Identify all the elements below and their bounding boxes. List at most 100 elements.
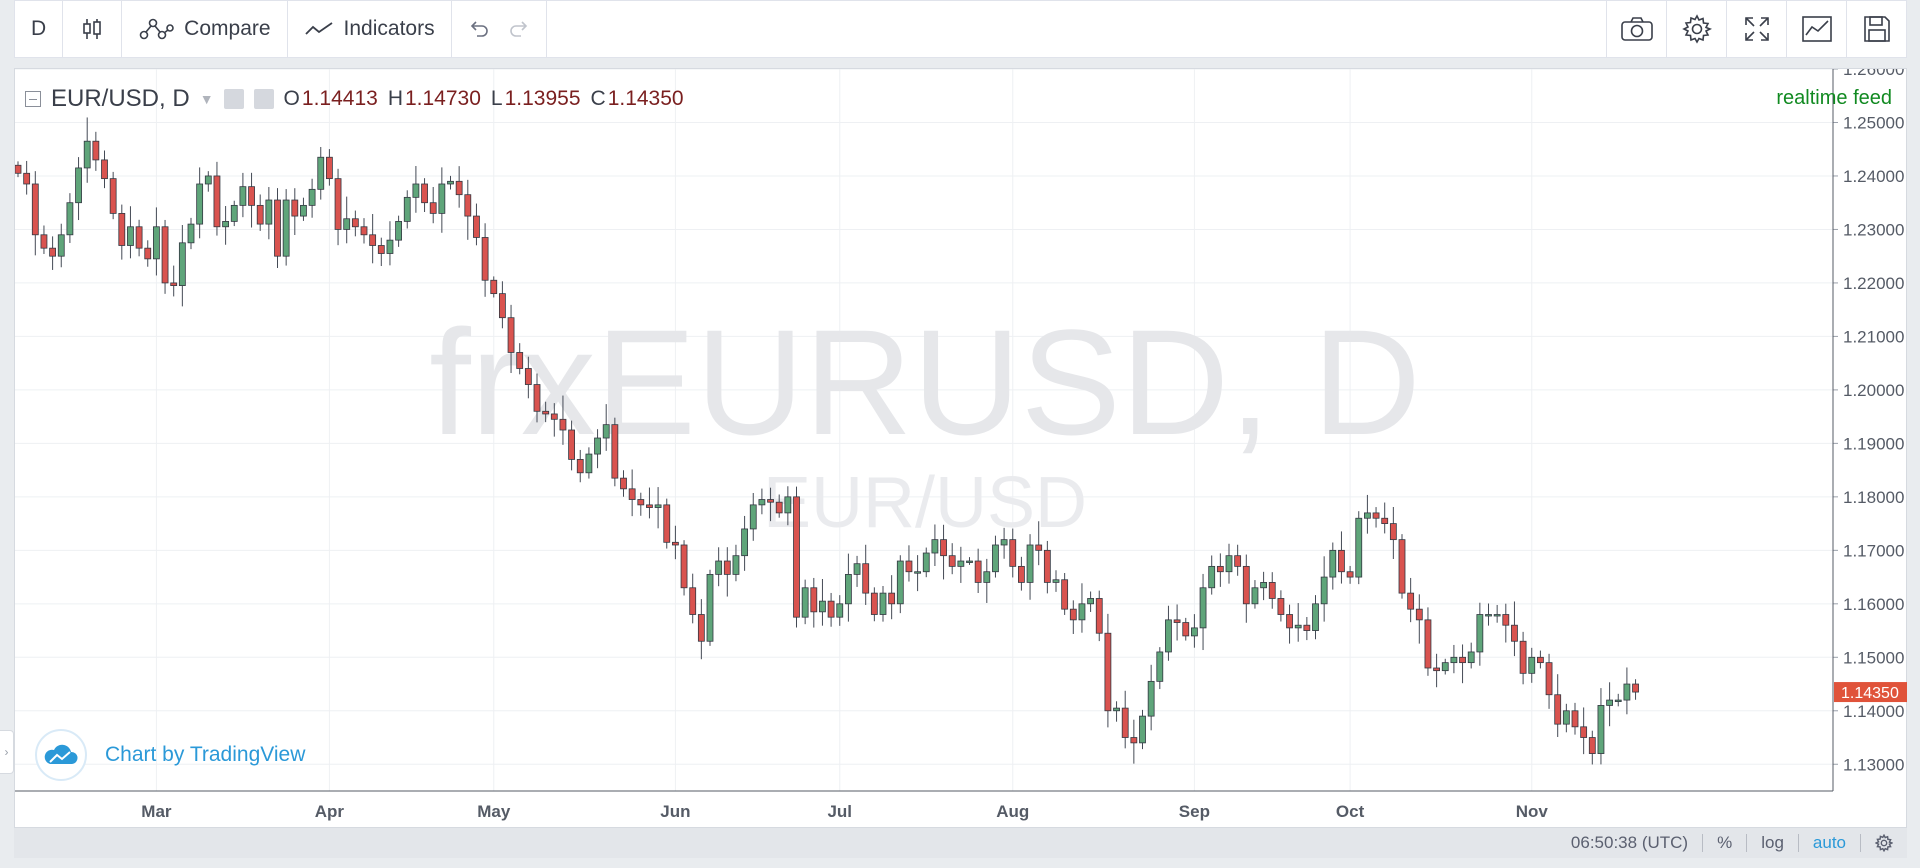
candle[interactable] xyxy=(274,188,281,269)
candle[interactable] xyxy=(758,488,766,515)
candle[interactable] xyxy=(291,188,299,236)
auto-scale-toggle[interactable]: auto xyxy=(1797,833,1860,852)
candle[interactable] xyxy=(161,219,169,294)
candle[interactable] xyxy=(637,492,645,516)
candle[interactable] xyxy=(732,544,740,582)
branding-link[interactable]: Chart by TradingView xyxy=(105,743,306,766)
candle[interactable] xyxy=(135,219,143,257)
legend-symbol[interactable]: EUR/USD, D xyxy=(51,85,190,112)
candle[interactable] xyxy=(706,569,714,646)
candle[interactable] xyxy=(256,194,264,231)
candle[interactable] xyxy=(1173,604,1181,641)
candle[interactable] xyxy=(646,487,653,519)
candle[interactable] xyxy=(317,146,325,200)
candle[interactable] xyxy=(715,547,723,587)
screenshot-button[interactable] xyxy=(1606,1,1666,57)
candle[interactable] xyxy=(403,190,411,229)
candle[interactable] xyxy=(282,189,290,266)
candle[interactable] xyxy=(914,555,921,592)
candle[interactable] xyxy=(412,166,420,213)
collapse-legend-icon[interactable] xyxy=(25,91,41,107)
candle[interactable] xyxy=(1614,693,1622,707)
settings-mini-icon[interactable] xyxy=(253,89,274,109)
candle[interactable] xyxy=(948,543,956,575)
candle[interactable] xyxy=(239,172,247,218)
candle[interactable] xyxy=(1182,617,1190,641)
candle[interactable] xyxy=(118,204,126,260)
settings-button[interactable] xyxy=(1666,1,1726,57)
candle[interactable] xyxy=(196,167,204,239)
candle[interactable] xyxy=(879,586,887,622)
candle[interactable] xyxy=(447,175,454,190)
candle[interactable] xyxy=(611,417,619,487)
candle[interactable] xyxy=(386,221,394,266)
price-chart[interactable]: frxEURUSD, D EUR/USD 1.26000 1.25000 1.240… xyxy=(15,69,1908,829)
candle[interactable] xyxy=(1537,650,1544,669)
candle[interactable] xyxy=(1450,644,1458,674)
candle[interactable] xyxy=(1511,601,1518,657)
candle[interactable] xyxy=(464,179,472,240)
candle[interactable] xyxy=(1338,531,1345,584)
candle[interactable] xyxy=(377,237,385,267)
candle[interactable] xyxy=(1286,604,1293,644)
candle[interactable] xyxy=(66,193,74,243)
candle[interactable] xyxy=(204,171,212,192)
candle[interactable] xyxy=(827,592,835,627)
candle[interactable] xyxy=(1147,664,1155,731)
candle[interactable] xyxy=(1476,602,1484,666)
candle[interactable] xyxy=(1234,544,1242,576)
candle[interactable] xyxy=(343,196,351,244)
candle[interactable] xyxy=(1078,583,1086,633)
candle[interactable] xyxy=(455,166,463,208)
candle[interactable] xyxy=(1242,554,1250,623)
candle[interactable] xyxy=(31,171,39,256)
candle[interactable] xyxy=(1156,647,1164,690)
candle[interactable] xyxy=(429,186,437,224)
candle[interactable] xyxy=(1588,730,1596,765)
candle[interactable] xyxy=(1355,511,1363,585)
candle[interactable] xyxy=(1528,647,1536,683)
candle[interactable] xyxy=(1225,543,1233,584)
candle[interactable] xyxy=(870,587,878,622)
candle[interactable] xyxy=(1043,540,1051,594)
candle[interactable] xyxy=(559,395,567,445)
tradingview-branding[interactable]: Chart by TradingView xyxy=(35,729,305,781)
candle[interactable] xyxy=(922,547,930,578)
candle[interactable] xyxy=(1303,617,1311,641)
candle[interactable] xyxy=(1580,707,1588,755)
candle[interactable] xyxy=(1364,494,1371,534)
candle[interactable] xyxy=(672,525,679,560)
candle[interactable] xyxy=(23,160,31,195)
candle[interactable] xyxy=(187,217,195,250)
candle[interactable] xyxy=(680,540,688,596)
fullscreen-button[interactable] xyxy=(1726,1,1786,57)
candle[interactable] xyxy=(1139,709,1146,750)
candle[interactable] xyxy=(533,373,541,423)
candle[interactable] xyxy=(178,225,186,307)
candle[interactable] xyxy=(576,449,584,483)
candle[interactable] xyxy=(1597,688,1605,765)
candle[interactable] xyxy=(1493,604,1501,623)
candle[interactable] xyxy=(127,206,134,259)
candle[interactable] xyxy=(1485,603,1492,626)
eye-icon[interactable] xyxy=(223,89,244,109)
chart-pane[interactable]: frxEURUSD, D EUR/USD 1.26000 1.25000 1.240… xyxy=(14,68,1907,828)
candle[interactable] xyxy=(1312,595,1319,640)
candle[interactable] xyxy=(1571,702,1579,735)
candle[interactable] xyxy=(594,429,601,469)
candle[interactable] xyxy=(767,487,774,522)
candle[interactable] xyxy=(1191,614,1198,648)
candle[interactable] xyxy=(628,469,636,517)
candle[interactable] xyxy=(1009,528,1017,578)
candle[interactable] xyxy=(602,404,610,451)
candle[interactable] xyxy=(1104,613,1112,728)
chevron-down-icon[interactable]: ▼ xyxy=(199,91,214,107)
save-button[interactable] xyxy=(1846,1,1906,57)
candle[interactable] xyxy=(1623,667,1631,715)
candle[interactable] xyxy=(957,546,965,583)
candle[interactable] xyxy=(1320,556,1328,622)
candle[interactable] xyxy=(170,265,178,297)
candle[interactable] xyxy=(1459,644,1466,684)
candle[interactable] xyxy=(516,343,524,375)
candle[interactable] xyxy=(57,223,65,268)
